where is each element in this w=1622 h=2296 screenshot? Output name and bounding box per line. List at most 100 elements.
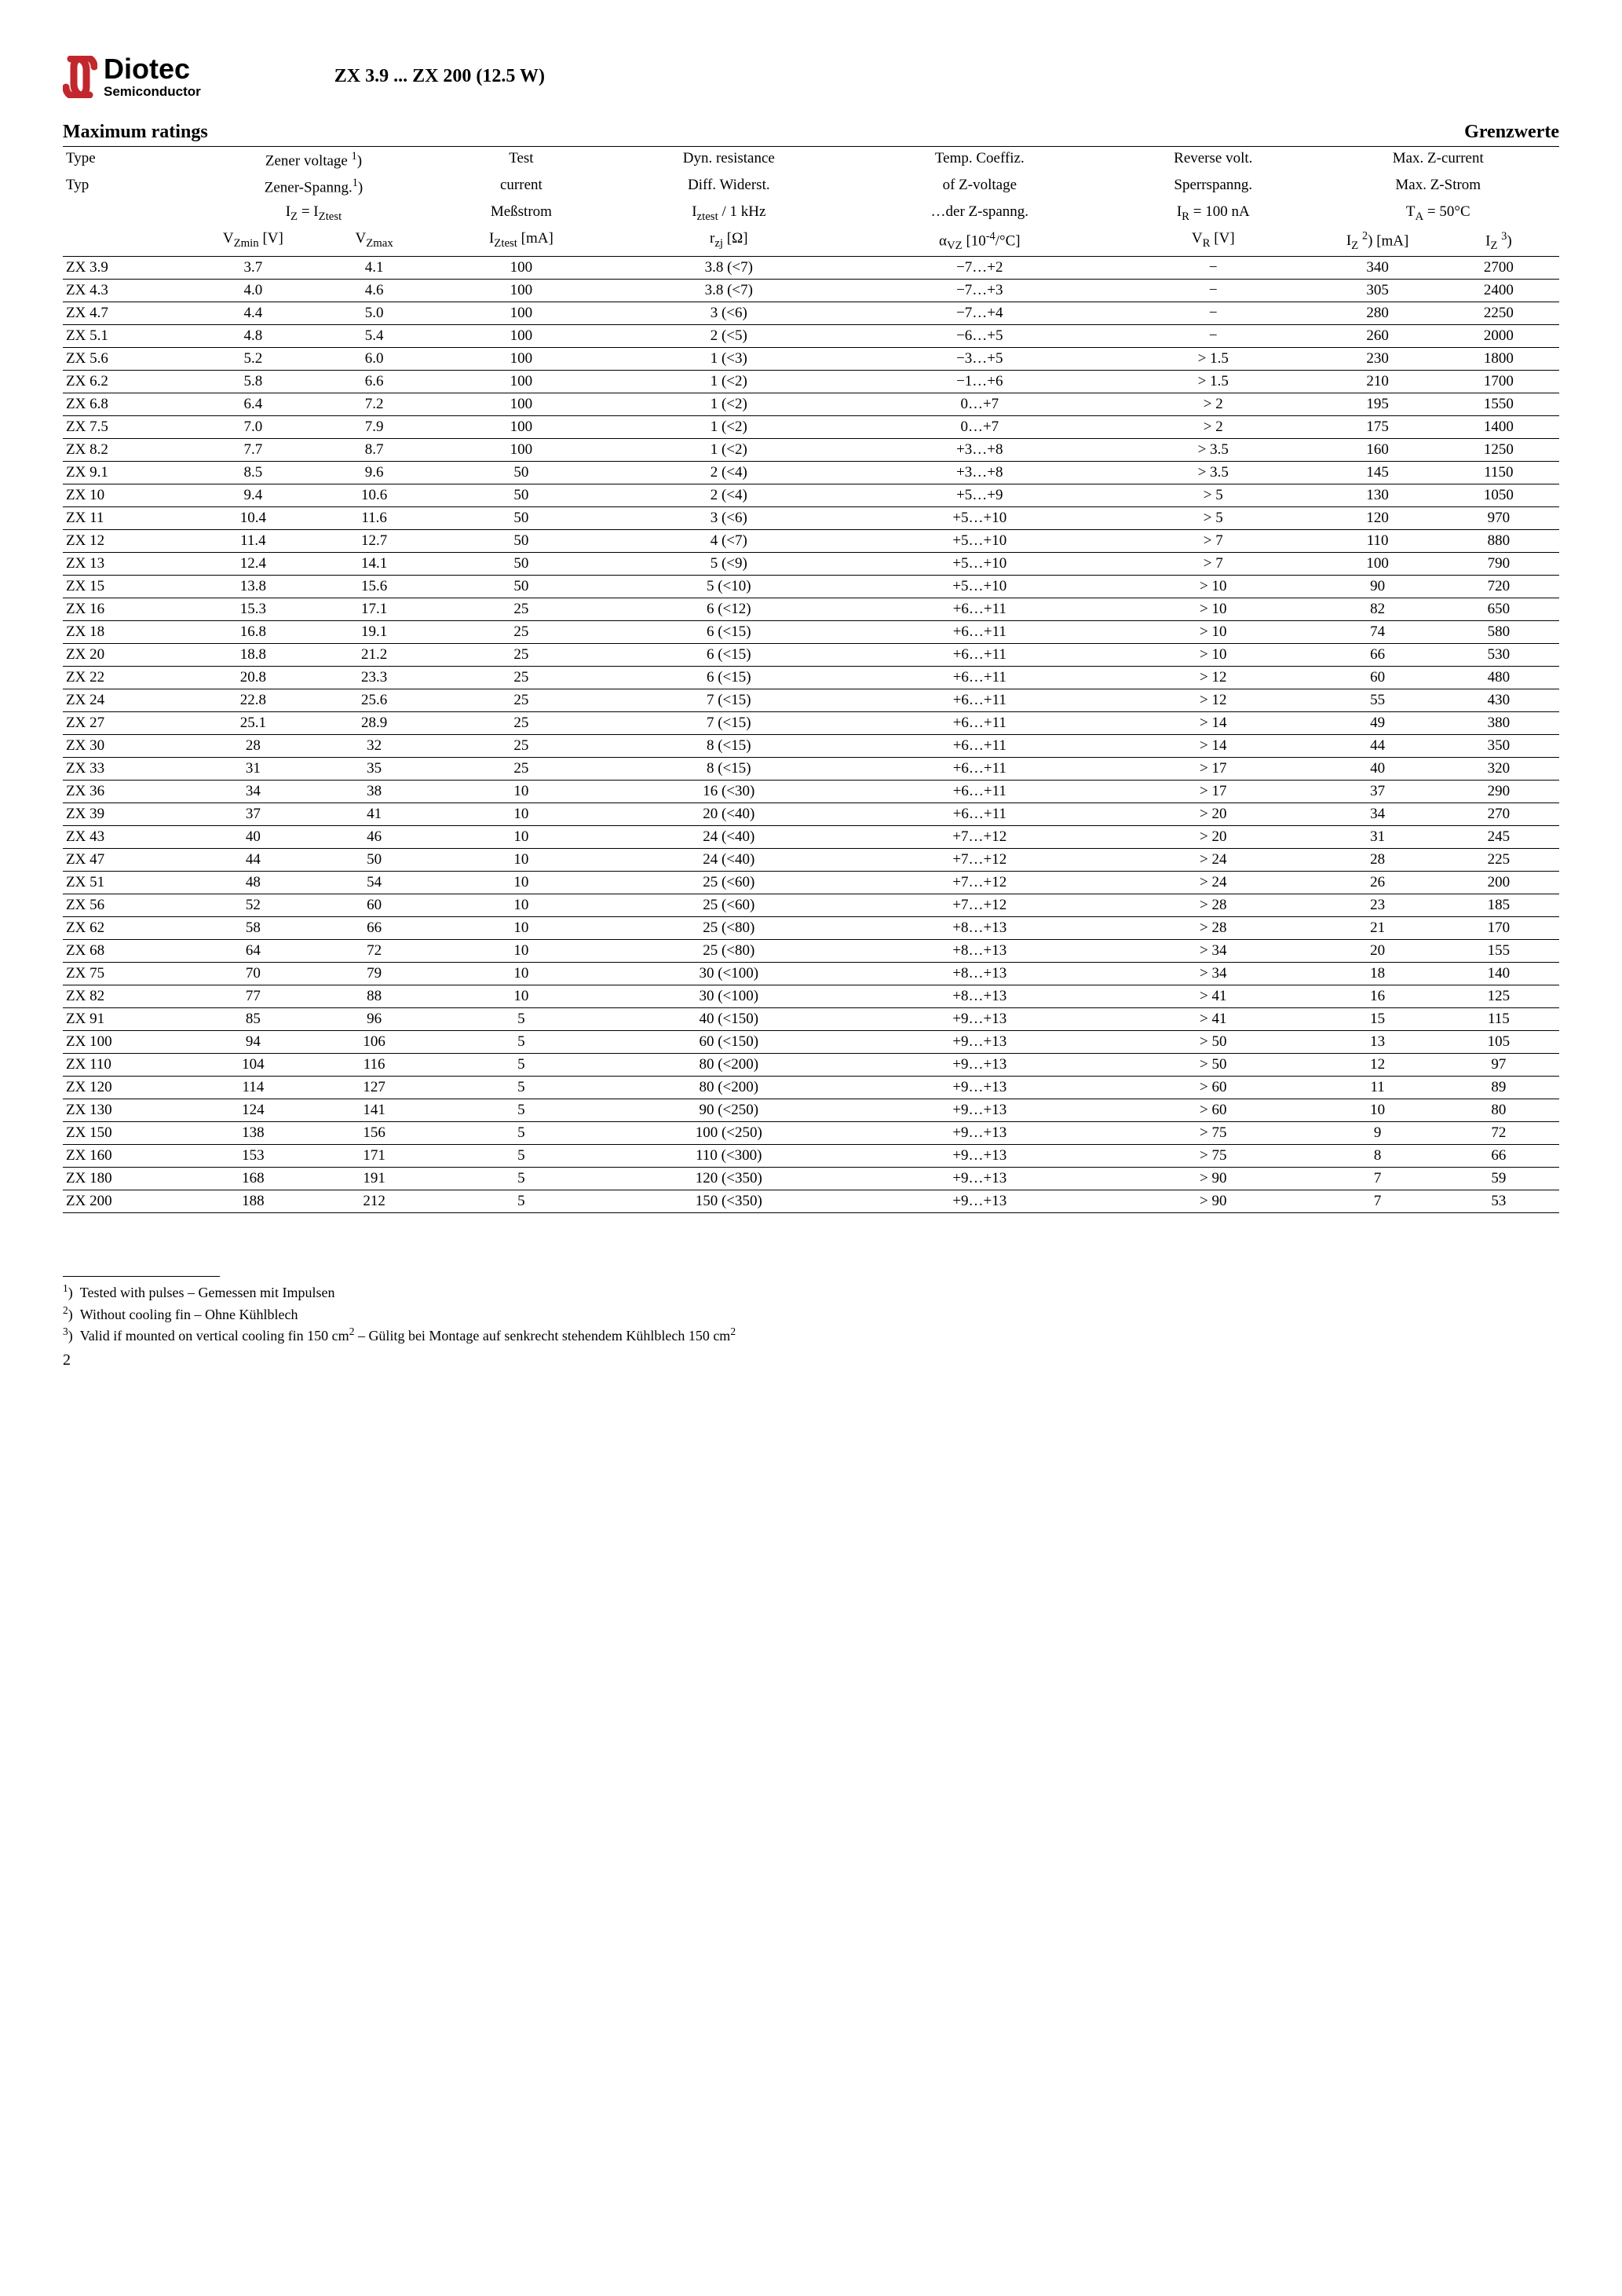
table-cell: 200	[1438, 872, 1559, 894]
table-cell: > 1.5	[1109, 371, 1317, 393]
table-cell: 225	[1438, 849, 1559, 872]
table-cell: 10	[435, 963, 608, 985]
table-cell: 18.8	[192, 644, 313, 667]
table-cell: 80 (<200)	[608, 1077, 849, 1099]
table-cell: 1550	[1438, 393, 1559, 416]
table-row: ZX 7.57.07.91001 (<2)0…+7> 21751400	[63, 416, 1559, 439]
h-test1: Test	[435, 147, 608, 174]
table-cell: > 34	[1109, 940, 1317, 963]
h-iz2: IZ 2) [mA]	[1317, 227, 1438, 257]
table-cell: 88	[313, 985, 434, 1008]
table-cell: 11.4	[192, 530, 313, 553]
table-cell: 153	[192, 1145, 313, 1168]
table-cell: 24 (<40)	[608, 849, 849, 872]
table-cell: 4.6	[313, 280, 434, 302]
table-cell: 60	[313, 894, 434, 917]
h-tc2: of Z-voltage	[850, 174, 1110, 200]
table-cell: 31	[192, 758, 313, 781]
table-cell: −	[1109, 325, 1317, 348]
table-cell: ZX 5.6	[63, 348, 192, 371]
table-cell: 720	[1438, 576, 1559, 598]
table-cell: 10	[435, 803, 608, 826]
table-row: ZX 109.410.6502 (<4)+5…+9> 51301050	[63, 484, 1559, 507]
table-row: ZX 5.65.26.01001 (<3)−3…+5> 1.52301800	[63, 348, 1559, 371]
table-cell: 5	[435, 1077, 608, 1099]
table-cell: > 5	[1109, 507, 1317, 530]
table-cell: −7…+4	[850, 302, 1110, 325]
table-cell: 880	[1438, 530, 1559, 553]
table-cell: > 7	[1109, 553, 1317, 576]
table-cell: −	[1109, 257, 1317, 280]
table-cell: 31	[1317, 826, 1438, 849]
table-cell: > 50	[1109, 1054, 1317, 1077]
table-cell: ZX 12	[63, 530, 192, 553]
section-left: Maximum ratings	[63, 122, 208, 143]
table-cell: 5 (<9)	[608, 553, 849, 576]
table-cell: 50	[435, 553, 608, 576]
table-cell: 280	[1317, 302, 1438, 325]
table-cell: 70	[192, 963, 313, 985]
table-cell: +3…+8	[850, 439, 1110, 462]
h-mz1: Max. Z-current	[1317, 147, 1559, 174]
table-cell: 5.0	[313, 302, 434, 325]
table-cell: 50	[435, 507, 608, 530]
table-cell: 188	[192, 1190, 313, 1213]
brand-name: Diotec	[104, 55, 201, 83]
table-cell: 53	[1438, 1190, 1559, 1213]
table-cell: 5 (<10)	[608, 576, 849, 598]
table-cell: 650	[1438, 598, 1559, 621]
table-cell: 168	[192, 1168, 313, 1190]
table-cell: 185	[1438, 894, 1559, 917]
table-row: ZX 5148541025 (<60)+7…+12> 2426200	[63, 872, 1559, 894]
table-cell: 16	[1317, 985, 1438, 1008]
table-cell: 8 (<15)	[608, 758, 849, 781]
table-cell: 155	[1438, 940, 1559, 963]
table-cell: > 90	[1109, 1190, 1317, 1213]
table-cell: 191	[313, 1168, 434, 1190]
table-cell: −7…+3	[850, 280, 1110, 302]
h-test2: current	[435, 174, 608, 200]
table-row: ZX 6258661025 (<80)+8…+13> 2821170	[63, 917, 1559, 940]
table-cell: +6…+11	[850, 621, 1110, 644]
table-cell: 13	[1317, 1031, 1438, 1054]
table-row: ZX 1615.317.1256 (<12)+6…+11> 1082650	[63, 598, 1559, 621]
h-dyn2: Diff. Widerst.	[608, 174, 849, 200]
table-cell: > 60	[1109, 1077, 1317, 1099]
h-mz3: TA = 50°C	[1317, 200, 1559, 227]
table-header: Type Zener voltage 1) Test Dyn. resistan…	[63, 147, 1559, 257]
table-cell: ZX 91	[63, 1008, 192, 1031]
table-cell: ZX 3.9	[63, 257, 192, 280]
table-cell: > 3.5	[1109, 462, 1317, 484]
h-rv4: VR [V]	[1109, 227, 1317, 257]
table-cell: 90 (<250)	[608, 1099, 849, 1122]
table-cell: 100	[1317, 553, 1438, 576]
table-cell: 14.1	[313, 553, 434, 576]
table-cell: 66	[1317, 644, 1438, 667]
table-cell: 11	[1317, 1077, 1438, 1099]
table-cell: 10.6	[313, 484, 434, 507]
table-cell: ZX 8.2	[63, 439, 192, 462]
table-cell: > 14	[1109, 712, 1317, 735]
table-row: ZX 6864721025 (<80)+8…+13> 3420155	[63, 940, 1559, 963]
table-cell: 85	[192, 1008, 313, 1031]
table-cell: ZX 130	[63, 1099, 192, 1122]
table-cell: 5	[435, 1031, 608, 1054]
table-cell: 6 (<15)	[608, 667, 849, 689]
table-cell: 6 (<15)	[608, 621, 849, 644]
table-row: ZX 2220.823.3256 (<15)+6…+11> 1260480	[63, 667, 1559, 689]
table-row: ZX 2018.821.2256 (<15)+6…+11> 1066530	[63, 644, 1559, 667]
table-cell: ZX 10	[63, 484, 192, 507]
table-cell: 25.6	[313, 689, 434, 712]
table-row: ZX 6.86.47.21001 (<2)0…+7> 21951550	[63, 393, 1559, 416]
table-cell: 105	[1438, 1031, 1559, 1054]
table-cell: 100	[435, 416, 608, 439]
h-test3: Meßstrom	[435, 200, 608, 227]
h-tc3: …der Z-spanng.	[850, 200, 1110, 227]
table-cell: 30 (<100)	[608, 985, 849, 1008]
table-cell: > 12	[1109, 689, 1317, 712]
table-cell: > 1.5	[1109, 348, 1317, 371]
table-cell: 25	[435, 621, 608, 644]
table-cell: −1…+6	[850, 371, 1110, 393]
table-cell: 175	[1317, 416, 1438, 439]
table-cell: 6 (<12)	[608, 598, 849, 621]
